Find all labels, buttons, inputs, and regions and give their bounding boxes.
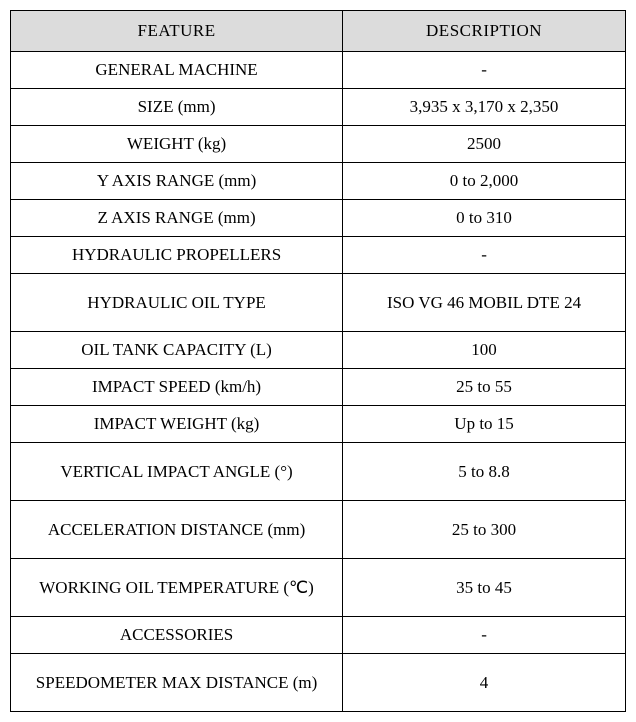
cell-feature: SPEEDOMETER MAX DISTANCE (m) xyxy=(11,654,343,712)
table-row: IMPACT SPEED (km/h)25 to 55 xyxy=(11,369,626,406)
header-description: DESCRIPTION xyxy=(343,11,626,52)
cell-feature: ACCESSORIES xyxy=(11,617,343,654)
table-body: GENERAL MACHINE-SIZE (mm)3,935 x 3,170 x… xyxy=(11,52,626,712)
cell-feature: IMPACT SPEED (km/h) xyxy=(11,369,343,406)
cell-feature: Z AXIS RANGE (mm) xyxy=(11,200,343,237)
table-row: ACCESSORIES- xyxy=(11,617,626,654)
table-header-row: FEATURE DESCRIPTION xyxy=(11,11,626,52)
cell-description: 4 xyxy=(343,654,626,712)
table-row: Z AXIS RANGE (mm)0 to 310 xyxy=(11,200,626,237)
table-row: VERTICAL IMPACT ANGLE (°)5 to 8.8 xyxy=(11,443,626,501)
cell-feature: GENERAL MACHINE xyxy=(11,52,343,89)
table-row: HYDRAULIC OIL TYPEISO VG 46 MOBIL DTE 24 xyxy=(11,274,626,332)
cell-description: - xyxy=(343,52,626,89)
header-feature: FEATURE xyxy=(11,11,343,52)
cell-description: 5 to 8.8 xyxy=(343,443,626,501)
cell-feature: HYDRAULIC PROPELLERS xyxy=(11,237,343,274)
table-row: OIL TANK CAPACITY (L)100 xyxy=(11,332,626,369)
table-row: SPEEDOMETER MAX DISTANCE (m)4 xyxy=(11,654,626,712)
table-row: WORKING OIL TEMPERATURE (℃)35 to 45 xyxy=(11,559,626,617)
cell-feature: OIL TANK CAPACITY (L) xyxy=(11,332,343,369)
table-row: SIZE (mm)3,935 x 3,170 x 2,350 xyxy=(11,89,626,126)
cell-description: - xyxy=(343,617,626,654)
cell-feature: Y AXIS RANGE (mm) xyxy=(11,163,343,200)
cell-description: 25 to 55 xyxy=(343,369,626,406)
table-row: WEIGHT (kg)2500 xyxy=(11,126,626,163)
cell-description: 35 to 45 xyxy=(343,559,626,617)
table-row: GENERAL MACHINE- xyxy=(11,52,626,89)
spec-table-container: FEATURE DESCRIPTION GENERAL MACHINE-SIZE… xyxy=(10,10,626,712)
cell-description: - xyxy=(343,237,626,274)
cell-description: 3,935 x 3,170 x 2,350 xyxy=(343,89,626,126)
cell-description: 0 to 310 xyxy=(343,200,626,237)
cell-description: 100 xyxy=(343,332,626,369)
cell-feature: WEIGHT (kg) xyxy=(11,126,343,163)
cell-feature: VERTICAL IMPACT ANGLE (°) xyxy=(11,443,343,501)
cell-description: 0 to 2,000 xyxy=(343,163,626,200)
table-row: Y AXIS RANGE (mm)0 to 2,000 xyxy=(11,163,626,200)
table-row: IMPACT WEIGHT (kg)Up to 15 xyxy=(11,406,626,443)
spec-table: FEATURE DESCRIPTION GENERAL MACHINE-SIZE… xyxy=(10,10,626,712)
cell-feature: HYDRAULIC OIL TYPE xyxy=(11,274,343,332)
cell-feature: SIZE (mm) xyxy=(11,89,343,126)
table-row: HYDRAULIC PROPELLERS- xyxy=(11,237,626,274)
cell-description: 2500 xyxy=(343,126,626,163)
table-row: ACCELERATION DISTANCE (mm)25 to 300 xyxy=(11,501,626,559)
cell-feature: IMPACT WEIGHT (kg) xyxy=(11,406,343,443)
cell-description: ISO VG 46 MOBIL DTE 24 xyxy=(343,274,626,332)
cell-description: Up to 15 xyxy=(343,406,626,443)
cell-description: 25 to 300 xyxy=(343,501,626,559)
cell-feature: WORKING OIL TEMPERATURE (℃) xyxy=(11,559,343,617)
cell-feature: ACCELERATION DISTANCE (mm) xyxy=(11,501,343,559)
